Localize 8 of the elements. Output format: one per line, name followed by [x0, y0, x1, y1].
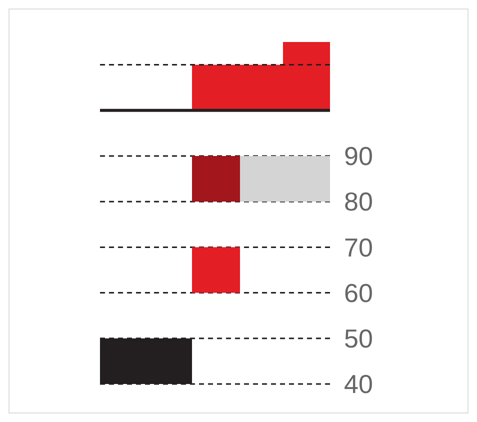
y-tick-label: 50 — [344, 324, 373, 354]
y-tick-label: 70 — [344, 232, 373, 262]
y-tick-label: 40 — [344, 369, 373, 400]
bar — [192, 156, 240, 202]
y-tick-label: 80 — [344, 186, 373, 217]
y-tick-label: 90 — [344, 141, 373, 172]
bar — [192, 247, 240, 293]
y-tick-label: 60 — [344, 278, 373, 308]
